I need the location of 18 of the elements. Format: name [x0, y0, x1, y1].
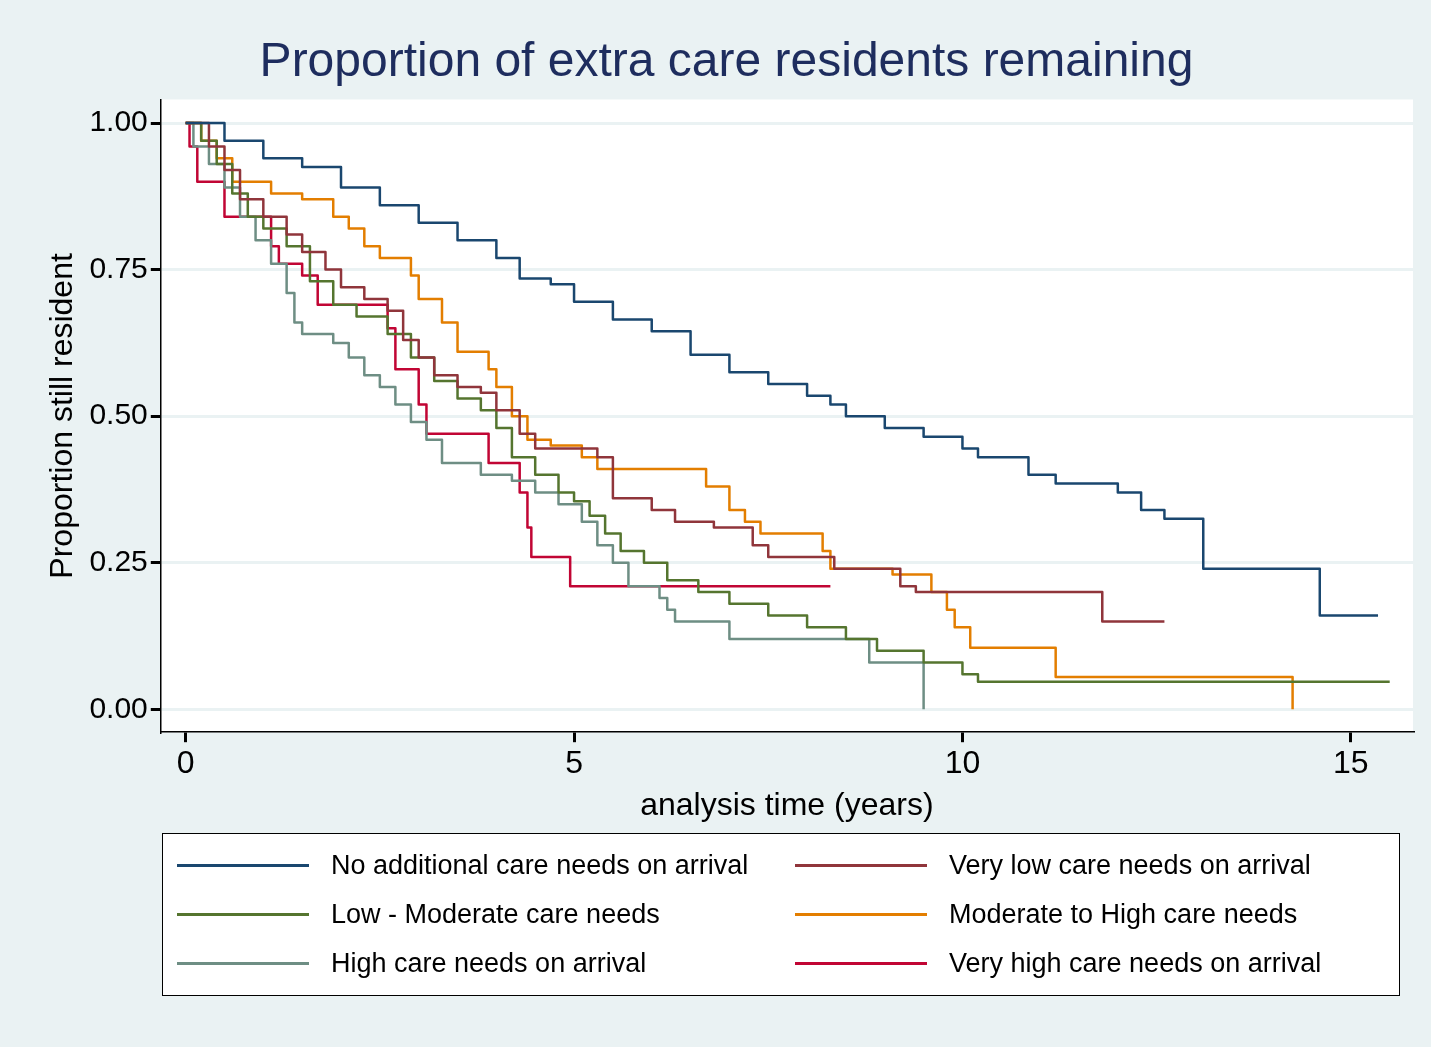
y-tick-label: 0.25	[89, 544, 148, 578]
legend-label: High care needs on arrival	[331, 948, 647, 979]
legend-label: Low - Moderate care needs	[331, 899, 660, 930]
legend-label: Very high care needs on arrival	[949, 948, 1322, 979]
x-tick-label: 0	[176, 744, 195, 781]
y-tick-label: 0.00	[89, 690, 148, 724]
x-tick-label: 5	[565, 744, 583, 781]
y-tick-label: 0.75	[89, 250, 148, 284]
x-tick-label: 15	[1333, 744, 1369, 781]
y-tick-label: 0.50	[89, 397, 148, 431]
x-tick-label: 10	[944, 744, 981, 781]
legend-label: Very low care needs on arrival	[949, 850, 1311, 881]
chart-title: Proportion of extra care residents remaining	[259, 33, 1194, 87]
legend-label: No additional care needs on arrival	[331, 850, 749, 881]
legend-label: Moderate to High care needs	[949, 899, 1298, 930]
y-tick-label: 1.00	[89, 104, 148, 138]
x-axis-title: analysis time (years)	[640, 785, 934, 822]
y-axis-title: Proportion still resident	[43, 253, 80, 579]
